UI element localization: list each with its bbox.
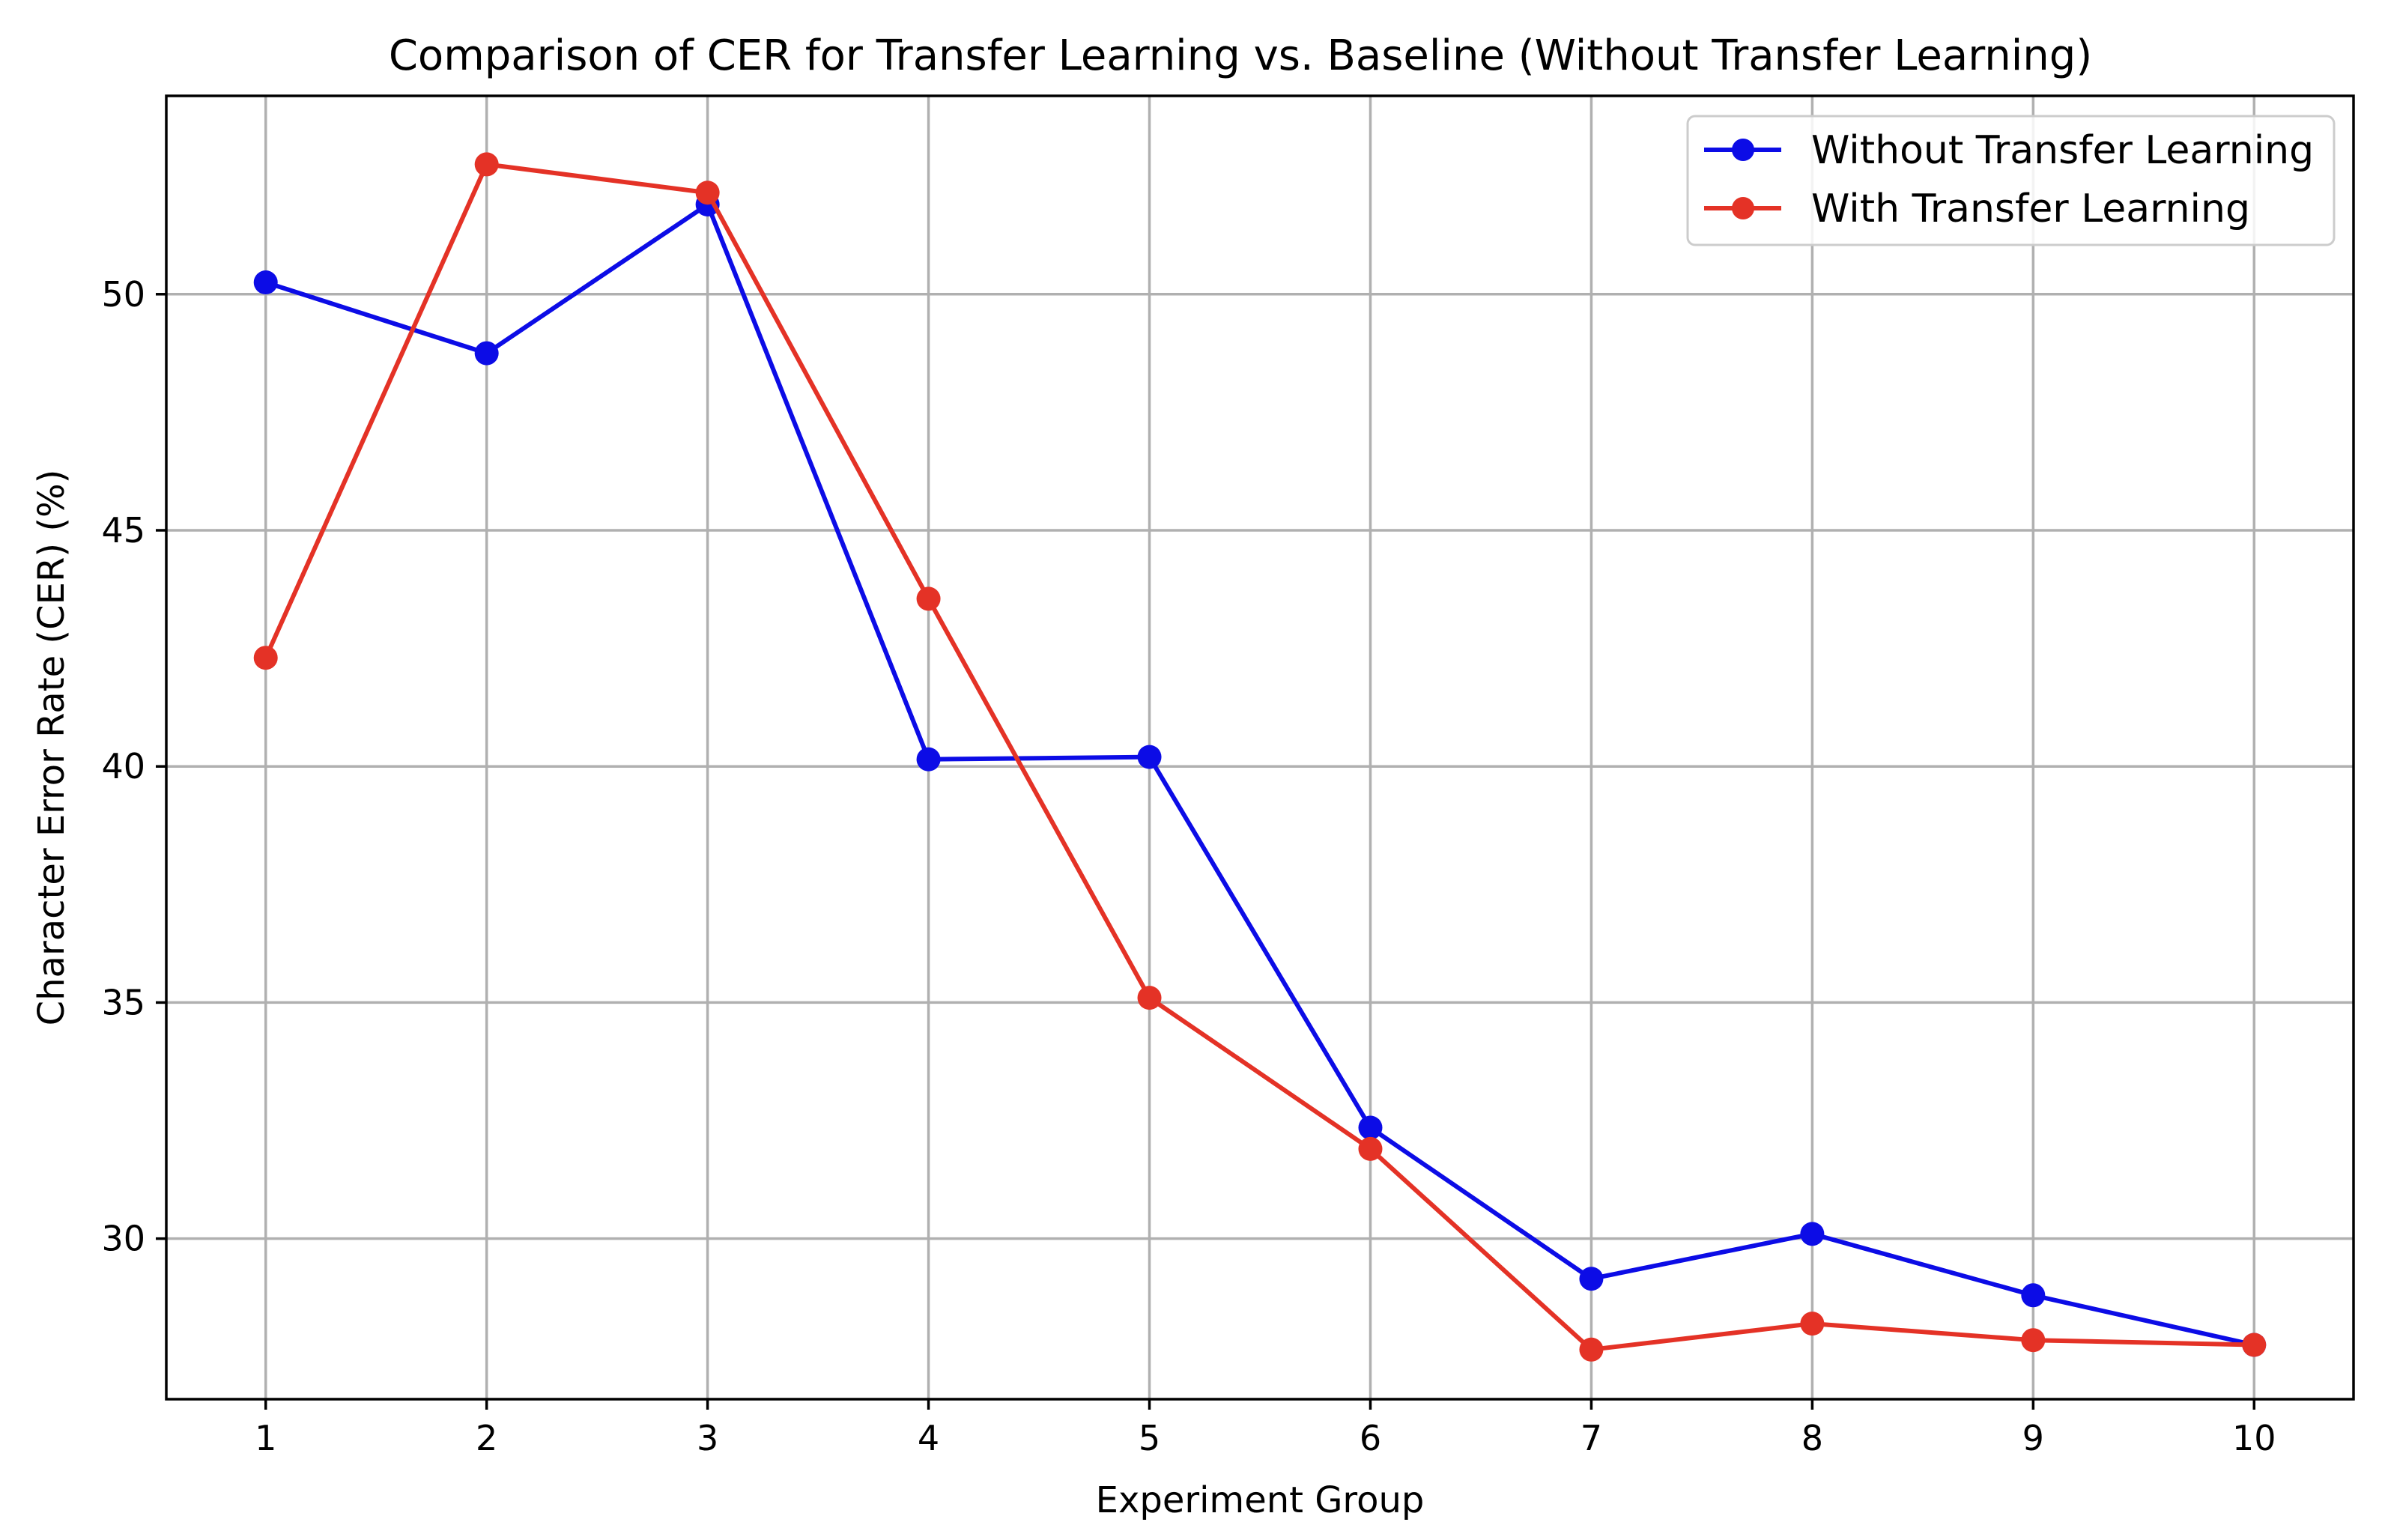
y-tick-label: 50 [101,274,145,315]
legend-box [1686,115,2336,246]
x-tick-label: 9 [2022,1418,2044,1458]
legend-marker-without-transfer [1732,139,1754,161]
data-point [2021,1283,2046,1308]
data-point [1800,1312,1825,1336]
x-axis-label: Experiment Group [1096,1479,1425,1521]
data-point [695,181,720,205]
legend-label-with-transfer: With Transfer Learning [1811,187,2250,231]
x-tick-label: 8 [1801,1418,1823,1458]
y-tick-label: 35 [101,982,145,1022]
data-point [1800,1222,1825,1246]
legend-marker-with-transfer [1732,197,1754,219]
y-tick-label: 45 [101,510,145,551]
legend: Without Transfer Learning With Transfer … [1686,115,2336,246]
x-axis-ticks: 1 2 3 4 5 6 7 8 9 10 [255,1399,2276,1458]
y-axis-ticks: 30 35 40 45 50 [101,274,166,1259]
y-axis-label: Character Error Rate (CER) (%) [31,470,73,1026]
data-point [1358,1136,1383,1161]
data-point [1137,745,1162,769]
data-point [916,747,941,771]
data-point [474,341,499,366]
x-tick-label: 7 [1581,1418,1602,1458]
x-tick-label: 3 [697,1418,718,1458]
data-point [1579,1337,1604,1362]
x-tick-label: 2 [476,1418,497,1458]
x-tick-label: 5 [1139,1418,1160,1458]
series-line [263,162,2255,1352]
grid-lines [166,96,2354,1399]
chart-title: Comparison of CER for Transfer Learning … [389,31,2092,80]
data-point [253,646,278,670]
series-line [264,202,2255,1348]
data-point [253,270,278,295]
data-point [2242,1333,2267,1357]
x-tick-label: 10 [2232,1418,2276,1458]
x-tick-label: 1 [255,1418,276,1458]
data-point [474,152,499,177]
data-point [1137,986,1162,1010]
data-point [916,586,941,611]
legend-label-without-transfer: Without Transfer Learning [1811,128,2314,173]
plot-frame [165,94,2355,1401]
y-tick-label: 30 [101,1219,145,1259]
data-point [1579,1267,1604,1291]
data-point [2021,1328,2046,1353]
series-with-transfer-learning [253,152,2267,1362]
y-tick-label: 40 [101,746,145,786]
x-tick-label: 4 [918,1418,939,1458]
series-layer [253,152,2267,1362]
data-point [1358,1115,1383,1140]
x-tick-label: 6 [1360,1418,1381,1458]
